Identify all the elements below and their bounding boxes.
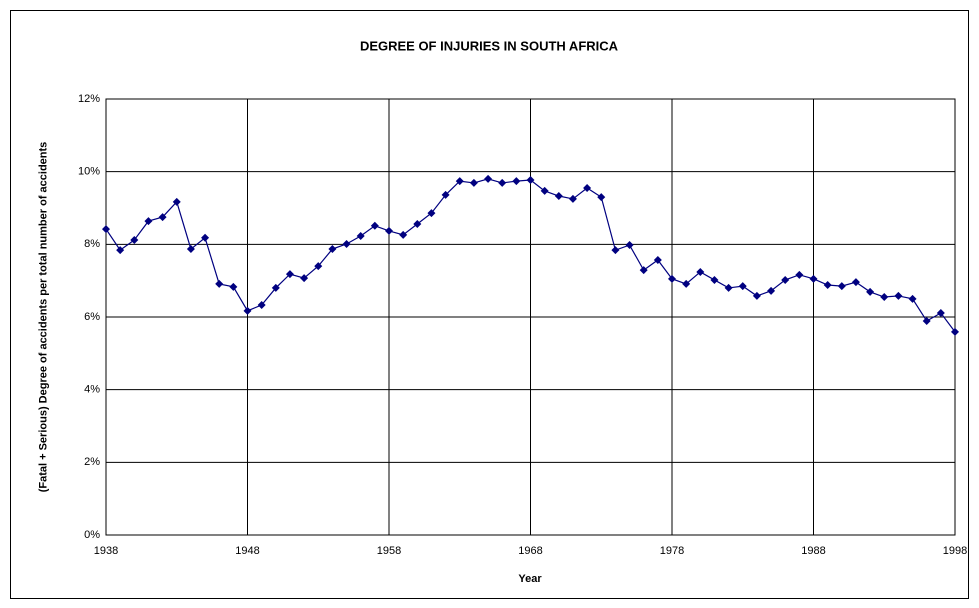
- x-tick-label: 1968: [518, 545, 542, 557]
- data-point: [512, 177, 521, 186]
- data-point: [752, 291, 761, 300]
- data-point: [668, 274, 676, 283]
- data-point: [639, 266, 648, 275]
- data-point: [894, 291, 903, 300]
- y-tick-label: 12%: [78, 93, 100, 105]
- data-point: [285, 270, 294, 279]
- data-point: [172, 197, 181, 206]
- data-point: [795, 270, 804, 279]
- data-point: [229, 282, 238, 291]
- y-tick-label: 0%: [84, 529, 100, 541]
- data-point: [441, 190, 450, 199]
- data-point: [851, 278, 860, 287]
- data-point: [724, 283, 733, 292]
- data-point: [455, 177, 464, 186]
- x-tick-label: 1988: [801, 545, 825, 557]
- data-point: [215, 279, 224, 288]
- data-point: [300, 274, 309, 283]
- data-point: [738, 282, 747, 291]
- y-tick-label: 4%: [84, 384, 100, 396]
- data-point: [922, 316, 931, 325]
- y-tick-label: 10%: [78, 166, 100, 178]
- data-point: [809, 274, 818, 283]
- data-point: [880, 293, 889, 302]
- data-point: [696, 267, 705, 276]
- data-point: [625, 241, 634, 250]
- data-point: [243, 306, 252, 315]
- plot-border: [105, 98, 956, 536]
- data-point: [653, 255, 662, 264]
- data-point: [568, 194, 577, 203]
- data-point: [554, 192, 563, 201]
- x-tick-label: 1948: [235, 545, 259, 557]
- y-tick-label: 8%: [84, 238, 100, 250]
- data-point: [413, 219, 422, 228]
- data-point: [837, 282, 846, 291]
- data-point: [271, 283, 280, 292]
- data-point: [526, 176, 535, 185]
- data-point: [611, 246, 620, 255]
- chart-border: [10, 10, 969, 599]
- y-tick-label: 2%: [84, 456, 100, 468]
- data-point: [866, 287, 875, 296]
- y-tick-label: 6%: [84, 311, 100, 323]
- data-point: [257, 301, 266, 310]
- data-point: [144, 217, 153, 226]
- data-point: [951, 327, 959, 336]
- data-point: [385, 226, 393, 235]
- data-point: [469, 178, 478, 187]
- x-tick-label: 1938: [94, 545, 118, 557]
- data-point: [399, 230, 408, 239]
- data-point: [823, 281, 832, 290]
- data-point: [781, 275, 790, 284]
- data-point: [356, 231, 365, 240]
- y-axis-label: (Fatal + Serious) Degree of accidents pe…: [37, 141, 50, 493]
- x-tick-label: 1958: [377, 545, 401, 557]
- data-point: [328, 245, 337, 254]
- chart-title: DEGREE OF INJURIES IN SOUTH AFRICA: [360, 38, 619, 53]
- data-point: [682, 279, 691, 288]
- data-point: [583, 184, 592, 193]
- data-point: [201, 233, 210, 242]
- data-point: [710, 275, 719, 284]
- data-point: [597, 193, 606, 202]
- x-axis-label: Year: [518, 573, 542, 585]
- x-tick-label: 1998: [943, 545, 967, 557]
- data-point: [484, 174, 493, 183]
- data-point: [540, 186, 549, 195]
- data-point: [158, 213, 167, 222]
- data-point: [186, 245, 195, 254]
- data-point: [102, 225, 110, 234]
- data-point: [314, 262, 323, 271]
- data-point: [498, 178, 507, 187]
- data-point: [342, 239, 351, 248]
- data-point: [427, 209, 436, 218]
- data-point: [936, 309, 945, 318]
- data-point: [767, 286, 776, 295]
- data-point: [116, 246, 125, 255]
- data-point: [370, 221, 379, 230]
- data-point: [130, 235, 139, 244]
- data-point: [908, 294, 917, 303]
- x-tick-label: 1978: [660, 545, 684, 557]
